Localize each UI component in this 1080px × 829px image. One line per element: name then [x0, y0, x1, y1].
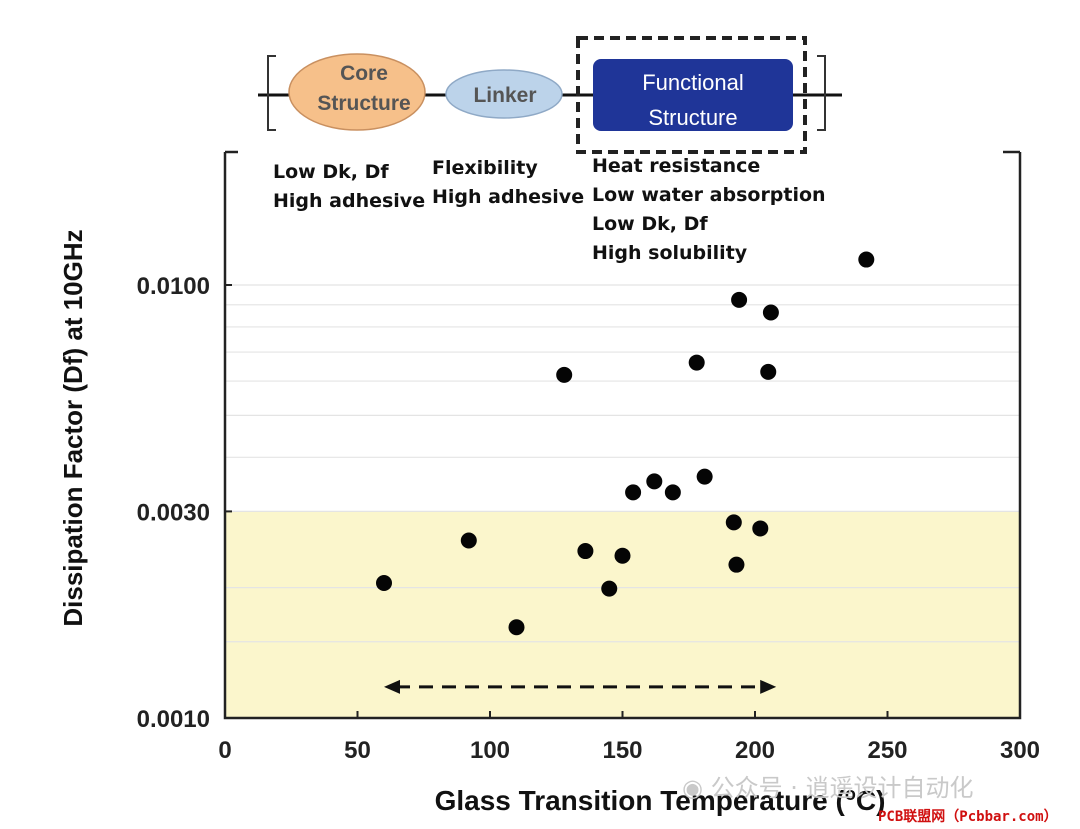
x-axis-label-end: C): [856, 785, 886, 816]
data-point: [688, 354, 705, 371]
y-tick-label: 0.0100: [137, 273, 210, 300]
data-point: [508, 619, 525, 636]
x-tick-label: 300: [1000, 737, 1040, 764]
wechat-icon: ◉: [682, 774, 711, 802]
structure-diagram: Core Structure Linker Functional Structu…: [258, 36, 842, 154]
data-point: [646, 473, 663, 490]
data-point: [696, 468, 713, 485]
functional-annotation-line4: High solubility: [592, 242, 748, 264]
data-point: [460, 532, 477, 549]
linker-label: Linker: [473, 84, 536, 107]
x-axis-label-main: Glass Transition Temperature (: [435, 785, 846, 816]
data-point: [731, 291, 748, 308]
x-tick-label: 0: [218, 737, 231, 764]
linker-annotation: Flexibility High adhesive: [432, 154, 584, 212]
data-point: [601, 580, 618, 597]
functional-annotation-line2: Low water absorption: [592, 184, 826, 206]
range-arrow-right-head: [760, 679, 777, 694]
linker-annotation-line1: Flexibility: [432, 157, 538, 179]
core-annotation-line1: Low Dk, Df: [273, 161, 389, 183]
data-point: [858, 251, 875, 268]
range-arrow-left-head: [384, 679, 400, 694]
data-point: [556, 366, 573, 383]
data-point: [664, 484, 681, 501]
core-label-line2: Structure: [317, 92, 410, 115]
core-annotation: Low Dk, Df High adhesive: [273, 158, 425, 216]
x-axis-label: Glass Transition Temperature (oC): [435, 784, 886, 816]
data-point: [614, 547, 631, 564]
data-point: [762, 304, 779, 321]
x-tick-label: 100: [470, 737, 510, 764]
linker-annotation-line2: High adhesive: [432, 186, 585, 208]
highlight-band: [225, 511, 1020, 718]
core-structure-ellipse: [288, 53, 426, 131]
x-tick-label: 50: [344, 737, 371, 764]
data-point: [728, 556, 745, 573]
data-point: [376, 575, 392, 592]
functional-dashed-box: [576, 36, 807, 154]
x-tick-label: 150: [602, 737, 642, 764]
data-point: [752, 520, 769, 537]
core-annotation-line2: High adhesive: [273, 190, 426, 212]
watermark-text: ◉ 公众号 · 逍遥设计自动化: [682, 774, 974, 802]
functional-annotation-line1: Heat resistance: [592, 155, 761, 177]
data-point: [577, 543, 594, 560]
data-point: [725, 514, 742, 531]
right-bracket: [817, 55, 826, 131]
watermark-site: PCB联盟网（Pcbbar.com）: [878, 809, 1058, 825]
x-axis-label-superscript: o: [845, 784, 856, 804]
functional-annotation-line3: Low Dk, Df: [592, 213, 708, 235]
functional-label-line1: Functional: [642, 70, 744, 95]
left-bracket: [267, 55, 276, 131]
y-tick-label: 0.0030: [137, 499, 210, 526]
x-tick-label: 250: [867, 737, 907, 764]
y-axis-label: Dissipation Factor (Df) at 10GHz: [58, 229, 88, 626]
core-label-line1: Core: [340, 62, 388, 85]
x-tick-label: 200: [735, 737, 775, 764]
data-point: [625, 484, 642, 501]
functional-label-line2: Structure: [648, 105, 737, 130]
functional-structure-block: [593, 59, 793, 131]
linker-ellipse: [445, 69, 563, 119]
functional-annotation: Heat resistance Low water absorption Low…: [592, 152, 826, 268]
y-tick-label: 0.0010: [137, 706, 210, 733]
data-point: [760, 363, 777, 380]
